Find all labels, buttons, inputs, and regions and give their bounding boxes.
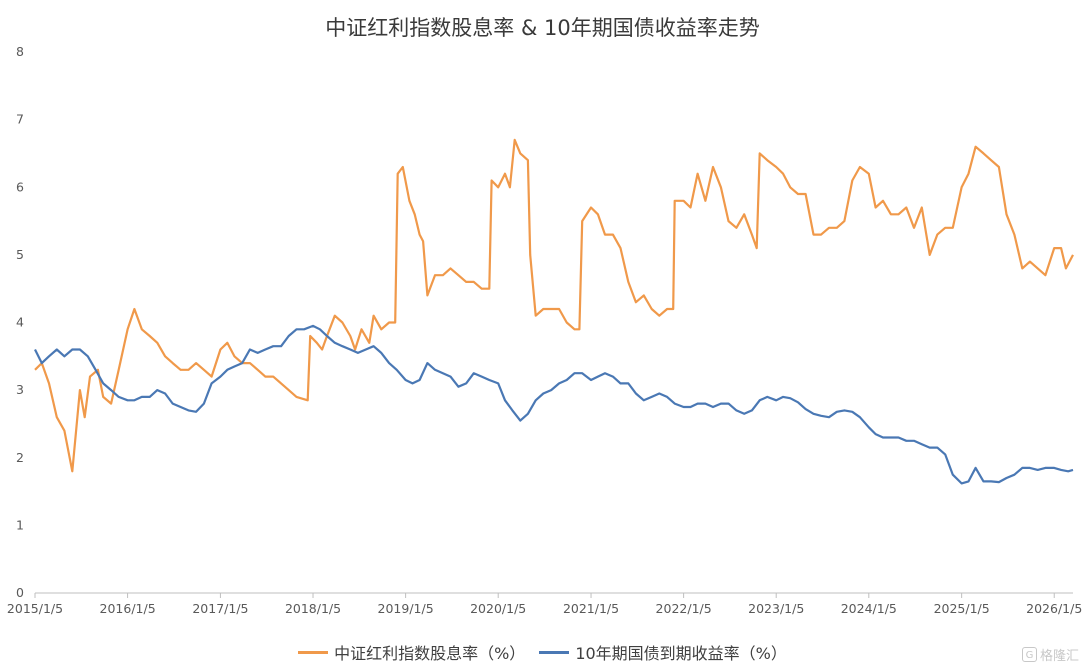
y-tick-label: 3 xyxy=(16,382,24,397)
chart-title: 中证红利指数股息率 & 10年期国债收益率走势 xyxy=(325,16,760,40)
y-tick-label: 8 xyxy=(16,44,24,59)
x-tick-label: 2026/1/5 xyxy=(1026,601,1082,616)
legend-swatch-dividend-yield xyxy=(298,650,329,654)
series-layer xyxy=(34,138,1074,485)
watermark-text: 格隆汇 xyxy=(1039,649,1079,664)
y-tick-label: 0 xyxy=(16,585,24,600)
x-tick-label: 2017/1/5 xyxy=(192,601,248,616)
x-tick-label: 2024/1/5 xyxy=(841,601,897,616)
legend-item-bond-yield[interactable]: 10年期国债到期收益率（%） xyxy=(539,640,787,664)
y-tick-label: 2 xyxy=(16,450,24,465)
y-tick-label: 7 xyxy=(16,112,24,127)
series-line-dividend-yield xyxy=(34,138,1074,473)
y-axis: 0 1 2 3 4 5 6 7 8 xyxy=(16,44,24,600)
watermark-logo-icon: G xyxy=(1021,647,1037,662)
x-tick-label: 2018/1/5 xyxy=(285,601,341,616)
watermark: G 格隆汇 xyxy=(1021,645,1079,664)
x-tick-label: 2021/1/5 xyxy=(563,601,619,616)
x-tick-label: 2019/1/5 xyxy=(378,601,434,616)
legend-swatch-bond-yield xyxy=(539,650,570,654)
series-line-bond-yield xyxy=(34,324,1074,485)
x-axis: 2015/1/5 2016/1/5 2017/1/5 2018/1/5 2019/1/5… xyxy=(7,592,1082,616)
x-tick-label: 2025/1/5 xyxy=(934,601,990,616)
y-tick-label: 1 xyxy=(16,517,24,532)
x-tick-label: 2022/1/5 xyxy=(656,601,712,616)
y-tick-label: 4 xyxy=(16,315,24,330)
legend-item-dividend-yield[interactable]: 中证红利指数股息率（%） xyxy=(298,640,525,664)
x-tick-label: 2023/1/5 xyxy=(748,601,804,616)
x-tick-label: 2016/1/5 xyxy=(100,601,156,616)
legend-label-bond-yield: 10年期国债到期收益率（%） xyxy=(575,644,787,663)
line-chart: 0 1 2 3 4 5 6 7 8 2015/1/5 2016/1/5 2017/1/5 2018/1… xyxy=(7,44,1082,616)
y-tick-label: 6 xyxy=(16,179,24,194)
legend-label-dividend-yield: 中证红利指数股息率（%） xyxy=(334,644,526,663)
x-tick-label: 2020/1/5 xyxy=(470,601,526,616)
legend: 中证红利指数股息率（%） 10年期国债到期收益率（%） xyxy=(0,640,1085,664)
x-tick-label: 2015/1/5 xyxy=(7,601,63,616)
y-tick-label: 5 xyxy=(16,247,24,262)
